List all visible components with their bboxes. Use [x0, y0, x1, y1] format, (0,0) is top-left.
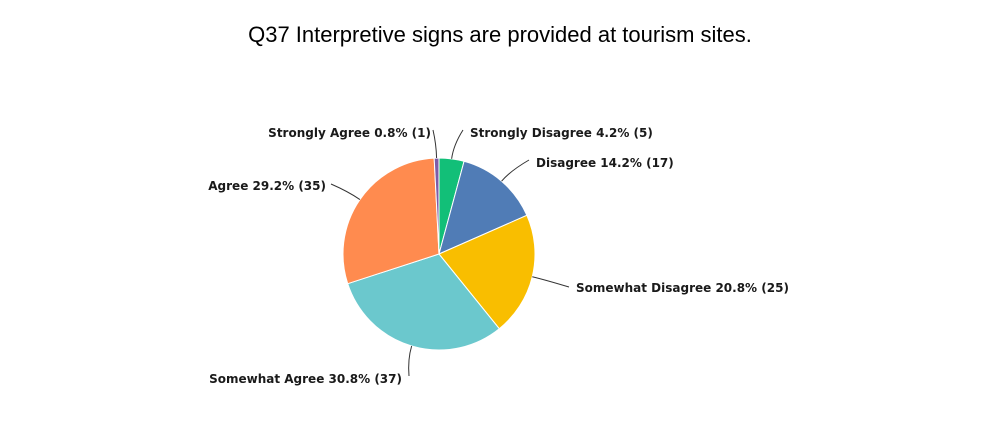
- slice-label-strongly-disagree: Strongly Disagree 4.2% (5): [470, 126, 653, 140]
- chart-title: Q37 Interpretive signs are provided at t…: [248, 22, 752, 47]
- pie-slice-somewhat-disagree: [438, 214, 536, 330]
- leader-line-strongly-agree: [432, 129, 438, 159]
- leader-line-strongly-disagree: [451, 129, 464, 159]
- leader-line-agree: [330, 183, 361, 200]
- leader-line-disagree: [501, 159, 530, 182]
- slice-label-strongly-agree: Strongly Agree 0.8% (1): [268, 126, 431, 140]
- pie-slices: [342, 157, 536, 351]
- pie-leader-lines: [330, 129, 570, 377]
- pie-slice-disagree: [438, 160, 528, 255]
- slice-label-somewhat-disagree: Somewhat Disagree 20.8% (25): [576, 281, 789, 295]
- slice-label-somewhat-agree: Somewhat Agree 30.8% (37): [209, 372, 402, 386]
- pie-slice-somewhat-agree: [347, 253, 500, 351]
- pie-labels: Strongly Disagree 4.2% (5) Disagree 14.2%…: [208, 126, 789, 386]
- slice-label-disagree: Disagree 14.2% (17): [536, 156, 674, 170]
- leader-line-somewhat-agree: [408, 345, 413, 377]
- leader-line-somewhat-disagree: [532, 276, 570, 288]
- slice-label-agree: Agree 29.2% (35): [208, 179, 326, 193]
- pie-slice-agree: [342, 157, 440, 285]
